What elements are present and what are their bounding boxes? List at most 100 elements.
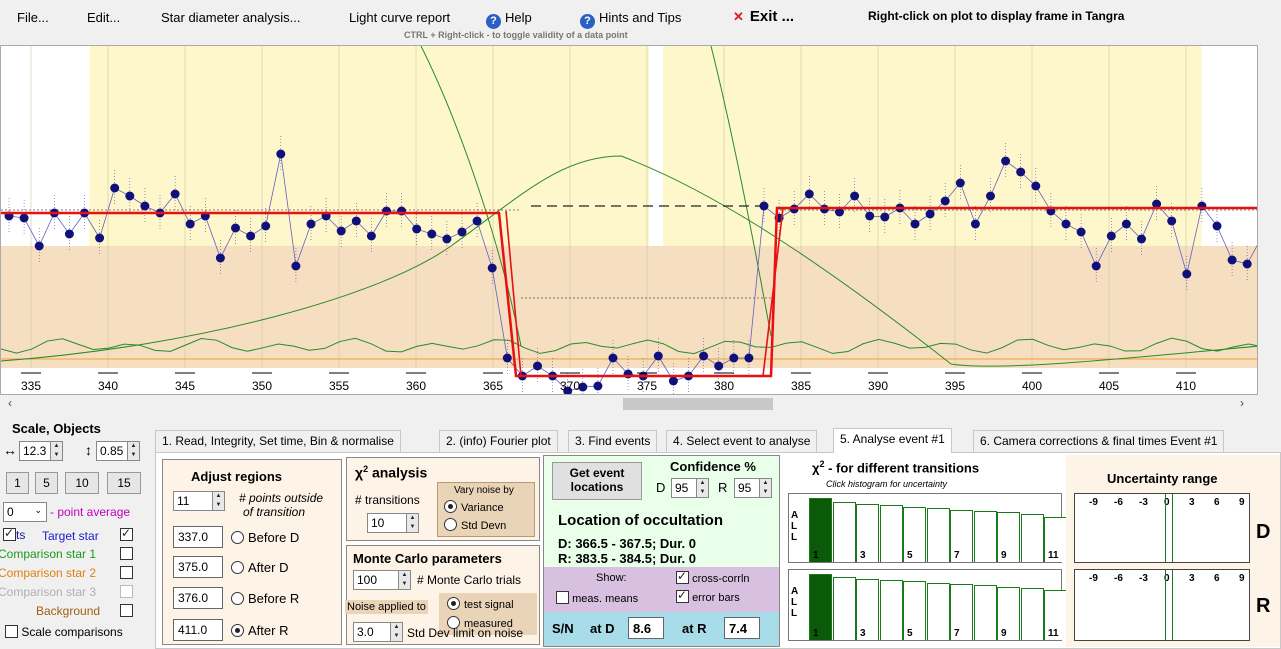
histogram-bar[interactable] [997,512,1020,562]
before-d-field[interactable]: 337.0 [173,526,223,548]
scale-1-button[interactable]: 1 [6,472,29,494]
measured-radio[interactable] [447,616,460,629]
histogram-bar[interactable] [997,586,1020,640]
spinner-arrows-icon[interactable]: ▲ ▼ [390,623,402,641]
histogram-bar[interactable] [856,503,879,562]
after-r-field[interactable]: 411.0 [173,619,223,641]
error-bars-checkbox[interactable] [676,588,689,603]
point-average-select[interactable]: 0 ⌄ [3,502,47,522]
transitions-spinner[interactable]: 10 ▲ ▼ [367,513,419,533]
chi-histogram-d[interactable]: A L L 1 3 5 7 9 11 [788,493,1067,563]
tab-camera-corrections[interactable]: 6. Camera corrections & final times Even… [973,430,1225,452]
comparison-star-2-checkbox[interactable] [120,566,133,579]
plot-canvas[interactable]: 335 340 345 350 355 360 365 370 375 380 385 390 395 4… [1,46,1258,395]
points-checkbox-row[interactable]: ts [3,526,25,542]
histogram-bar[interactable] [926,582,950,640]
uncertainty-r-plot[interactable]: -9 -6 -3 0 3 6 9 [1074,569,1250,641]
star-diameter-menu[interactable]: Star diameter analysis... [161,10,301,25]
histogram-bar[interactable] [950,509,973,562]
scale-5-button[interactable]: 5 [35,472,58,494]
std-devn-radio[interactable] [444,518,457,531]
tab-select-event[interactable]: 4. Select event to analyse [666,430,818,452]
target-star-checkbox[interactable] [120,526,133,541]
comparison-star-1-checkbox[interactable] [120,547,133,560]
spinner-arrows-icon[interactable]: ▲ ▼ [50,442,62,460]
confidence-r-spinner[interactable]: 95 ▲ ▼ [734,478,772,498]
histogram-bar[interactable] [809,574,832,640]
error-bars-row[interactable]: error bars [676,588,740,604]
histogram-bar[interactable] [973,510,997,562]
before-d-radio[interactable] [231,531,244,544]
meas-means-checkbox[interactable] [556,591,569,604]
file-menu[interactable]: File... [17,10,49,25]
histogram-bar[interactable] [926,508,950,562]
comparison-star-3-checkbox[interactable] [120,585,133,598]
scroll-left-icon[interactable]: ‹ [8,396,12,410]
histogram-bar[interactable] [1020,587,1044,640]
after-d-field[interactable]: 375.0 [173,556,223,578]
histogram-bar[interactable] [950,583,973,640]
variance-radio[interactable] [444,500,457,513]
spinner-arrows-icon[interactable]: ▲ ▼ [212,492,224,510]
histogram-bar[interactable] [856,578,879,640]
comparison-star-2-checkbox-wrap[interactable] [120,566,133,580]
tab-read-integrity[interactable]: 1. Read, Integrity, Set time, Bin & norm… [155,430,401,452]
before-r-radio-row[interactable]: Before R [231,591,299,606]
edit-menu[interactable]: Edit... [87,10,121,25]
std-devn-radio-row[interactable]: Std Devn [444,518,506,532]
scroll-right-icon[interactable]: › [1240,396,1244,410]
comparison-star-3-checkbox-wrap[interactable] [120,585,133,599]
before-r-radio[interactable] [231,592,244,605]
plot-scrollbar[interactable]: ‹ › [0,395,1258,413]
comparison-star-1-checkbox-wrap[interactable] [120,547,133,561]
light-curve-plot[interactable]: 335 340 345 350 355 360 365 370 375 380 385 390 395 4… [0,45,1258,395]
horizontal-scale-spinner[interactable]: 12.3 ▲ ▼ [19,441,63,461]
tab-analyse-event[interactable]: 5. Analyse event #1 [833,428,952,453]
after-r-radio-row[interactable]: After R [231,623,288,638]
histogram-bar[interactable] [879,579,903,640]
chi-histogram-r[interactable]: A L L 1 3 5 7 9 11 [788,569,1067,641]
std-dev-limit-spinner[interactable]: 3.0 ▲ ▼ [353,622,403,642]
after-d-radio-row[interactable]: After D [231,560,288,575]
target-star-checkbox-wrap[interactable] [120,526,133,542]
uncertainty-d-plot[interactable]: -9 -6 -3 0 3 6 9 [1074,493,1250,563]
monte-carlo-trials-spinner[interactable]: 100 ▲ ▼ [353,570,411,590]
histogram-bar[interactable] [903,581,926,640]
help-menu[interactable]: ? Help [486,10,532,29]
before-d-radio-row[interactable]: Before D [231,530,299,545]
scroll-thumb[interactable] [623,398,773,410]
histogram-bar[interactable] [832,577,856,640]
after-d-radio[interactable] [231,561,244,574]
spinner-arrows-icon[interactable]: ▲ ▼ [398,571,410,589]
scale-15-button[interactable]: 15 [107,472,141,494]
histogram-bar[interactable] [903,506,926,562]
hints-menu[interactable]: ? Hints and Tips [580,10,681,29]
scale-10-button[interactable]: 10 [65,472,99,494]
points-outside-spinner[interactable]: 11 ▲ ▼ [173,491,225,511]
vertical-scale-spinner[interactable]: 0.85 ▲ ▼ [96,441,140,461]
scale-comparisons-checkbox[interactable] [5,625,18,638]
after-r-radio[interactable] [231,624,244,637]
confidence-d-spinner[interactable]: 95 ▲ ▼ [671,478,709,498]
histogram-bar[interactable] [879,505,903,562]
meas-means-row[interactable]: meas. means [556,591,638,605]
spinner-arrows-icon[interactable]: ▲ ▼ [759,479,771,497]
points-checkbox[interactable] [3,526,16,541]
measured-radio-row[interactable]: measured [447,616,513,630]
background-checkbox[interactable] [120,604,133,617]
get-event-locations-button[interactable]: Get event locations [552,462,642,500]
exit-menu[interactable]: ✕ Exit ... [733,8,795,25]
scale-comparisons-row[interactable]: Scale comparisons [5,625,123,639]
spinner-arrows-icon[interactable]: ▲ ▼ [127,442,139,460]
histogram-bar[interactable] [973,585,997,640]
tab-fourier-plot[interactable]: 2. (info) Fourier plot [439,430,558,452]
before-r-field[interactable]: 376.0 [173,587,223,609]
light-curve-report-menu[interactable]: Light curve report [349,10,451,25]
test-signal-radio-row[interactable]: test signal [447,597,514,611]
spinner-arrows-icon[interactable]: ▲ ▼ [406,514,418,532]
cross-corr-checkbox[interactable] [676,569,689,584]
background-checkbox-wrap[interactable] [120,604,133,618]
test-signal-radio[interactable] [447,597,460,610]
histogram-bar[interactable] [809,498,832,562]
spinner-arrows-icon[interactable]: ▲ ▼ [696,479,708,497]
